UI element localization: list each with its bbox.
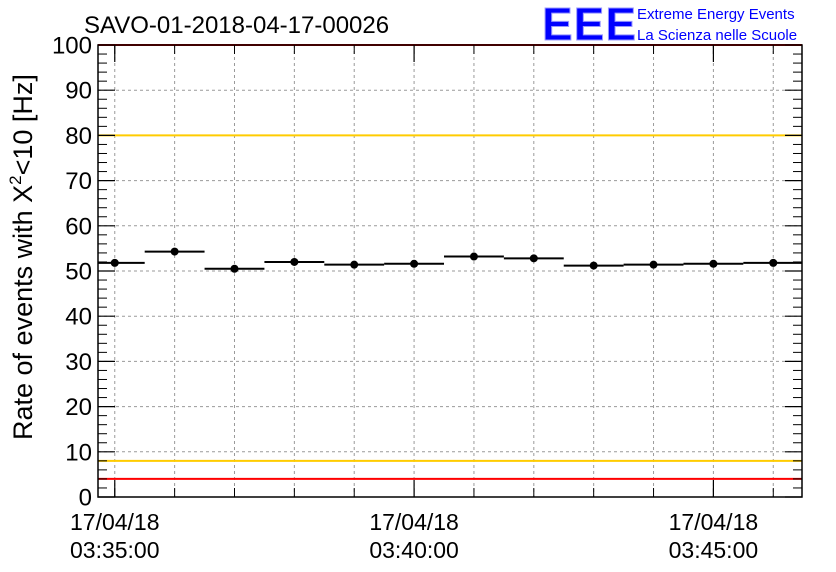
- y-tick-label: 30: [65, 349, 92, 376]
- y-axis-title-tail: <10 [Hz]: [8, 74, 38, 175]
- data-point: [110, 258, 119, 267]
- data-point: [769, 258, 778, 267]
- y-tick-label: 0: [79, 485, 92, 512]
- y-tick-label: 20: [65, 394, 92, 421]
- data-point: [350, 260, 359, 269]
- logo-caption-line2: La Scienza nelle Scuole: [637, 27, 797, 44]
- axes: 010203040506070809010017/04/1803:35:0017…: [52, 33, 803, 563]
- data-point: [469, 252, 478, 261]
- data-point: [410, 259, 419, 268]
- y-tick-label: 100: [52, 33, 92, 60]
- y-tick-label: 70: [65, 168, 92, 195]
- x-tick-label-date: 17/04/18: [369, 509, 459, 535]
- y-tick-label: 60: [65, 213, 92, 240]
- y-tick-label: 50: [65, 259, 92, 286]
- logo-caption-line1: Extreme Energy Events: [637, 6, 795, 23]
- logo-letters: EEE: [542, 0, 637, 50]
- grid: [98, 45, 802, 497]
- x-tick-label-date: 17/04/18: [70, 509, 160, 535]
- chart-title: SAVO-01-2018-04-17-00026: [84, 12, 389, 39]
- data-point: [290, 257, 299, 266]
- y-axis-title-exponent: 2: [6, 175, 25, 184]
- data-point: [170, 247, 179, 256]
- y-tick-label: 40: [65, 304, 92, 331]
- reference-lines: [98, 44, 802, 480]
- data-point: [529, 254, 538, 263]
- data-point: [230, 264, 239, 273]
- data-series: [98, 247, 802, 273]
- x-tick-label-time: 03:45:00: [669, 537, 759, 563]
- y-axis-title-main: Rate of events with: [8, 210, 38, 440]
- y-axis-title: Rate of events with X2<10 [Hz]: [6, 74, 38, 440]
- eee-logo: EEE Extreme Energy Events La Scienza nel…: [542, 0, 798, 51]
- y-tick-label: 80: [65, 123, 92, 150]
- data-point: [649, 260, 658, 269]
- y-axis-title-symbol: X: [8, 185, 38, 203]
- x-tick-label-time: 03:40:00: [369, 537, 459, 563]
- y-tick-label: 90: [65, 78, 92, 105]
- data-point: [709, 259, 718, 268]
- plot-frame: [97, 44, 803, 498]
- x-tick-label-date: 17/04/18: [669, 509, 759, 535]
- data-point: [589, 261, 598, 270]
- y-tick-label: 10: [65, 439, 92, 466]
- x-tick-label-time: 03:35:00: [70, 537, 160, 563]
